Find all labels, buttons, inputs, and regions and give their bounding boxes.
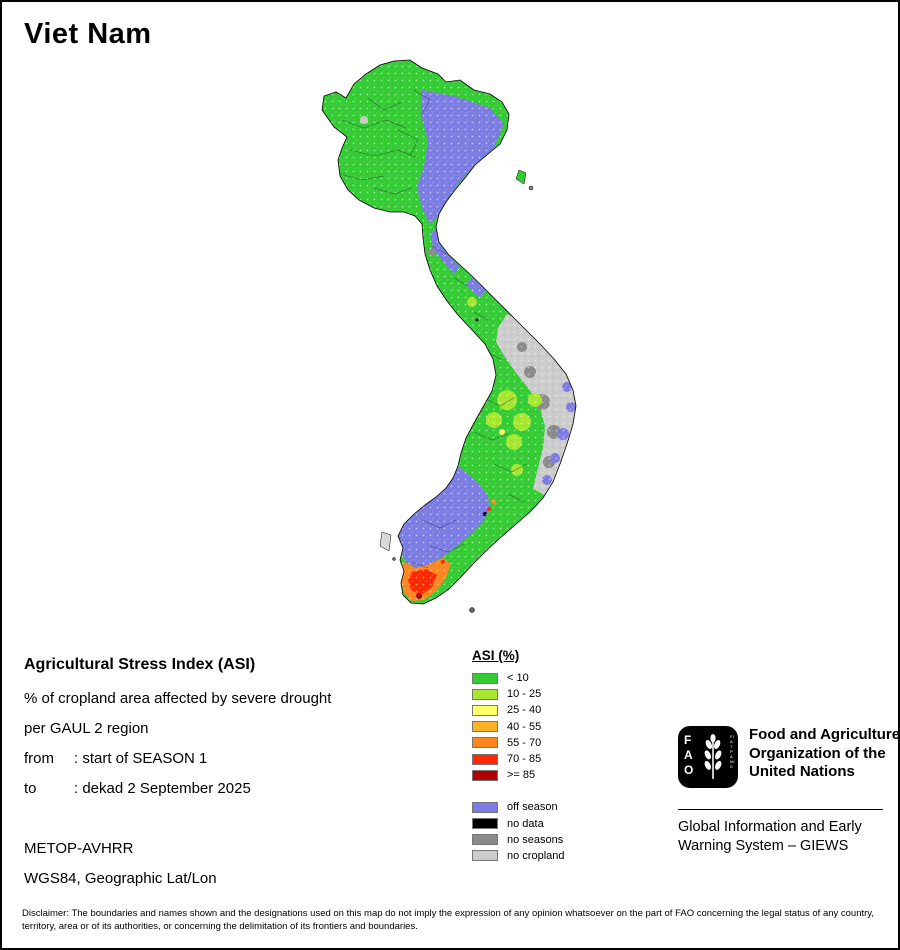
legend-label-no-data: no data bbox=[507, 817, 544, 830]
legend-swatch-no-data bbox=[472, 818, 498, 830]
map-legend: ASI (%) < 10 10 - 25 25 - 40 40 - 55 55 … bbox=[472, 648, 565, 864]
legend-label-no-cropland: no cropland bbox=[507, 849, 565, 862]
legend-row-asi-40-55: 40 - 55 bbox=[472, 719, 565, 735]
map-region-asi-lt10 bbox=[322, 60, 576, 604]
legend-row-asi-10-25: 10 - 25 bbox=[472, 686, 565, 702]
map-region-off-season bbox=[398, 90, 576, 568]
disclaimer-text: Disclaimer: The boundaries and names sho… bbox=[22, 908, 874, 932]
map-region-asi-10-25 bbox=[467, 297, 542, 476]
fao-divider bbox=[678, 809, 883, 810]
legend-gap bbox=[472, 783, 565, 799]
map-region-no-data bbox=[475, 318, 487, 516]
cropland-speckle-texture bbox=[322, 60, 576, 604]
legend-swatch-asi-ge85 bbox=[472, 769, 498, 781]
from-value: : start of SEASON 1 bbox=[74, 750, 208, 767]
page-title: Viet Nam bbox=[24, 18, 152, 50]
map-region-asi-70-85 bbox=[408, 507, 491, 595]
legend-swatch-asi-lt10 bbox=[472, 672, 498, 684]
legend-row-asi-25-40: 25 - 40 bbox=[472, 702, 565, 718]
to-value: : dekad 2 September 2025 bbox=[74, 780, 251, 797]
legend-row-asi-ge85: >= 85 bbox=[472, 767, 565, 783]
legend-row-asi-55-70: 55 - 70 bbox=[472, 735, 565, 751]
island-south bbox=[469, 607, 475, 613]
map-region-asi-ge85 bbox=[416, 593, 422, 599]
legend-label-asi-25-40: 25 - 40 bbox=[507, 704, 542, 717]
legend-swatch-asi-70-85 bbox=[472, 753, 498, 765]
fao-logo: FAO FIAT PANIS bbox=[678, 726, 738, 788]
asi-description-line1: % of cropland area affected by severe dr… bbox=[24, 690, 332, 707]
map-region-asi-25-40 bbox=[477, 429, 505, 497]
fao-logo-motto: FIAT PANIS bbox=[730, 734, 735, 769]
period-from-row: from : start of SEASON 1 bbox=[24, 750, 207, 767]
asi-heading: Agricultural Stress Index (ASI) bbox=[24, 656, 256, 673]
island-phu-quoc bbox=[379, 531, 392, 552]
fao-org-name: Food and Agriculture Organization of the… bbox=[749, 726, 900, 780]
legend-row-no-cropland: no cropland bbox=[472, 848, 565, 864]
asi-description-line2: per GAUL 2 region bbox=[24, 720, 149, 737]
islands bbox=[379, 169, 534, 613]
legend-label-asi-55-70: 55 - 70 bbox=[507, 736, 542, 749]
legend-label-asi-ge85: >= 85 bbox=[507, 769, 536, 782]
map-region-no-seasons bbox=[428, 248, 561, 468]
legend-row-off-season: off season bbox=[472, 799, 565, 815]
legend-swatch-asi-25-40 bbox=[472, 704, 498, 716]
to-label: to bbox=[24, 780, 37, 797]
legend-swatch-asi-55-70 bbox=[472, 737, 498, 749]
projection-name: WGS84, Geographic Lat/Lon bbox=[24, 870, 217, 887]
sensor-name: METOP-AVHRR bbox=[24, 840, 134, 857]
giews-name: Global Information and Early Warning Sys… bbox=[678, 819, 862, 854]
legend-title: ASI (%) bbox=[472, 648, 520, 663]
country-outline bbox=[321, 59, 577, 605]
island-north bbox=[515, 169, 527, 185]
fao-branding: FAO FIAT PANIS Food and Agriculture Orga… bbox=[678, 726, 900, 788]
legend-swatch-no-seasons bbox=[472, 834, 498, 846]
legend-swatch-asi-10-25 bbox=[472, 688, 498, 700]
island-delta-west bbox=[392, 557, 396, 561]
from-label: from bbox=[24, 750, 54, 767]
fao-logo-letters: FAO bbox=[684, 733, 694, 777]
legend-label-no-seasons: no seasons bbox=[507, 833, 564, 846]
admin-boundaries bbox=[339, 89, 527, 569]
wheat-icon bbox=[704, 734, 722, 779]
legend-label-asi-40-55: 40 - 55 bbox=[507, 720, 542, 733]
legend-row-no-data: no data bbox=[472, 816, 565, 832]
legend-row-asi-lt10: < 10 bbox=[472, 670, 565, 686]
legend-swatch-off-season bbox=[472, 801, 498, 813]
legend-label-off-season: off season bbox=[507, 801, 558, 814]
legend-swatch-no-cropland bbox=[472, 850, 498, 862]
map-region-asi-55-70 bbox=[401, 499, 497, 601]
legend-label-asi-lt10: < 10 bbox=[507, 672, 529, 685]
legend-label-asi-10-25: 10 - 25 bbox=[507, 688, 542, 701]
period-to-row: to : dekad 2 September 2025 bbox=[24, 780, 251, 797]
island-north-small bbox=[528, 185, 534, 191]
map-region-no-cropland bbox=[360, 99, 576, 495]
legend-swatch-asi-40-55 bbox=[472, 721, 498, 733]
legend-row-asi-70-85: 70 - 85 bbox=[472, 751, 565, 767]
legend-label-asi-70-85: 70 - 85 bbox=[507, 753, 542, 766]
legend-row-no-seasons: no seasons bbox=[472, 832, 565, 848]
